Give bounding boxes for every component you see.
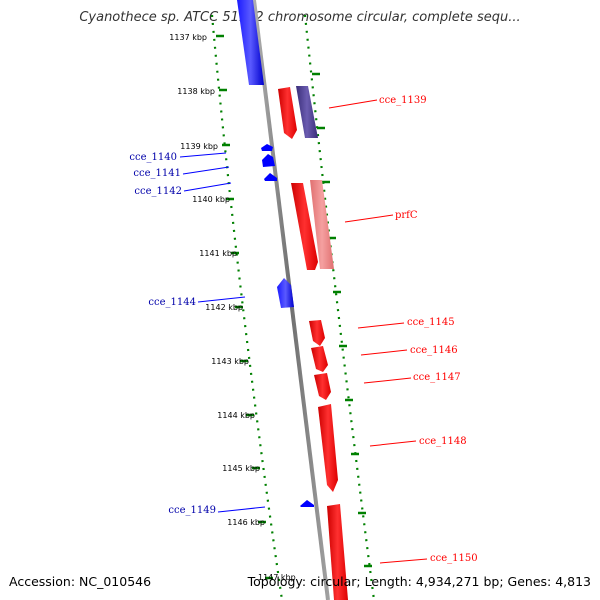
- gene-cce-1139-block: [296, 86, 318, 138]
- gene-cce-1142-arrow: [264, 173, 277, 181]
- kbp-label: 1138 kbp: [177, 87, 215, 96]
- gene-cce-1148-arrow: [318, 404, 338, 492]
- map-title: Cyanothece sp. ATCC 51142 chromosome cir…: [79, 10, 521, 25]
- kbp-label: 1137 kbp: [169, 33, 207, 42]
- gene-label-cce-1140: cce_1140: [129, 152, 177, 163]
- kbp-label: 1144 kbp: [217, 411, 255, 420]
- gene-label-cce-1145: cce_1145: [407, 317, 455, 328]
- left-dotted-track: [210, 14, 284, 600]
- kbp-label: 1139 kbp: [180, 142, 218, 151]
- kbp-label: 1145 kbp: [222, 464, 260, 473]
- gene-label-cce-1149: cce_1149: [168, 505, 216, 516]
- kbp-label: 1146 kbp: [227, 518, 265, 527]
- kbp-label: 1143 kbp: [211, 357, 249, 366]
- gene-label-cce-1150: cce_1150: [430, 553, 478, 564]
- gene-cce-1144-arrow: [277, 278, 294, 308]
- forward-gene-labels: cce_1139 prfC cce_1145 cce_1146 cce_1147…: [379, 95, 478, 564]
- gene-cce-1149-arrow: [300, 500, 314, 507]
- gene-cce-1147-arrow: [314, 373, 331, 400]
- kbp-label: 1141 kbp: [199, 249, 237, 258]
- forward-strand-features: [278, 86, 348, 600]
- label-leaders: [179, 99, 428, 564]
- gene-label-cce-1142: cce_1142: [134, 186, 182, 197]
- accession-label: Accession: NC_010546: [9, 574, 152, 589]
- gene-cce-1140-arrow: [261, 144, 273, 151]
- tick-marks-left: [216, 34, 273, 580]
- gene-cce-1139-arrow: [278, 87, 297, 139]
- gene-label-cce-1139: cce_1139: [379, 95, 427, 106]
- gene-label-cce-1147: cce_1147: [413, 372, 461, 383]
- gene-cce-1146-arrow: [311, 346, 328, 372]
- gene-label-cce-1141: cce_1141: [133, 168, 181, 179]
- gene-label-cce-1146: cce_1146: [410, 345, 458, 356]
- topology-label: Topology: circular; Length: 4,934,271 bp…: [247, 574, 591, 589]
- gene-label-cce-1148: cce_1148: [419, 436, 467, 447]
- right-dotted-track: [303, 14, 376, 600]
- gene-prfC-arrow: [291, 183, 318, 270]
- gene-cce-1141-arrow: [262, 154, 275, 167]
- gene-prfC-block: [310, 180, 334, 269]
- kbp-label: 1142 kbp: [205, 303, 243, 312]
- gene-label-prfC: prfC: [395, 210, 418, 221]
- kbp-label: 1140 kbp: [192, 195, 230, 204]
- gene-cce-1150-block: [327, 504, 348, 600]
- gene-block-top: [237, 0, 264, 85]
- reverse-strand-features: [237, 0, 314, 507]
- gene-cce-1145-arrow: [309, 320, 325, 346]
- reverse-gene-labels: cce_1140 cce_1141 cce_1142 cce_1144 cce_…: [129, 152, 216, 516]
- gene-label-cce-1144: cce_1144: [148, 297, 196, 308]
- kbp-label: 1147 kbp: [258, 573, 296, 582]
- kbp-labels: 1137 kbp 1138 kbp 1139 kbp 1140 kbp 1141…: [169, 33, 295, 582]
